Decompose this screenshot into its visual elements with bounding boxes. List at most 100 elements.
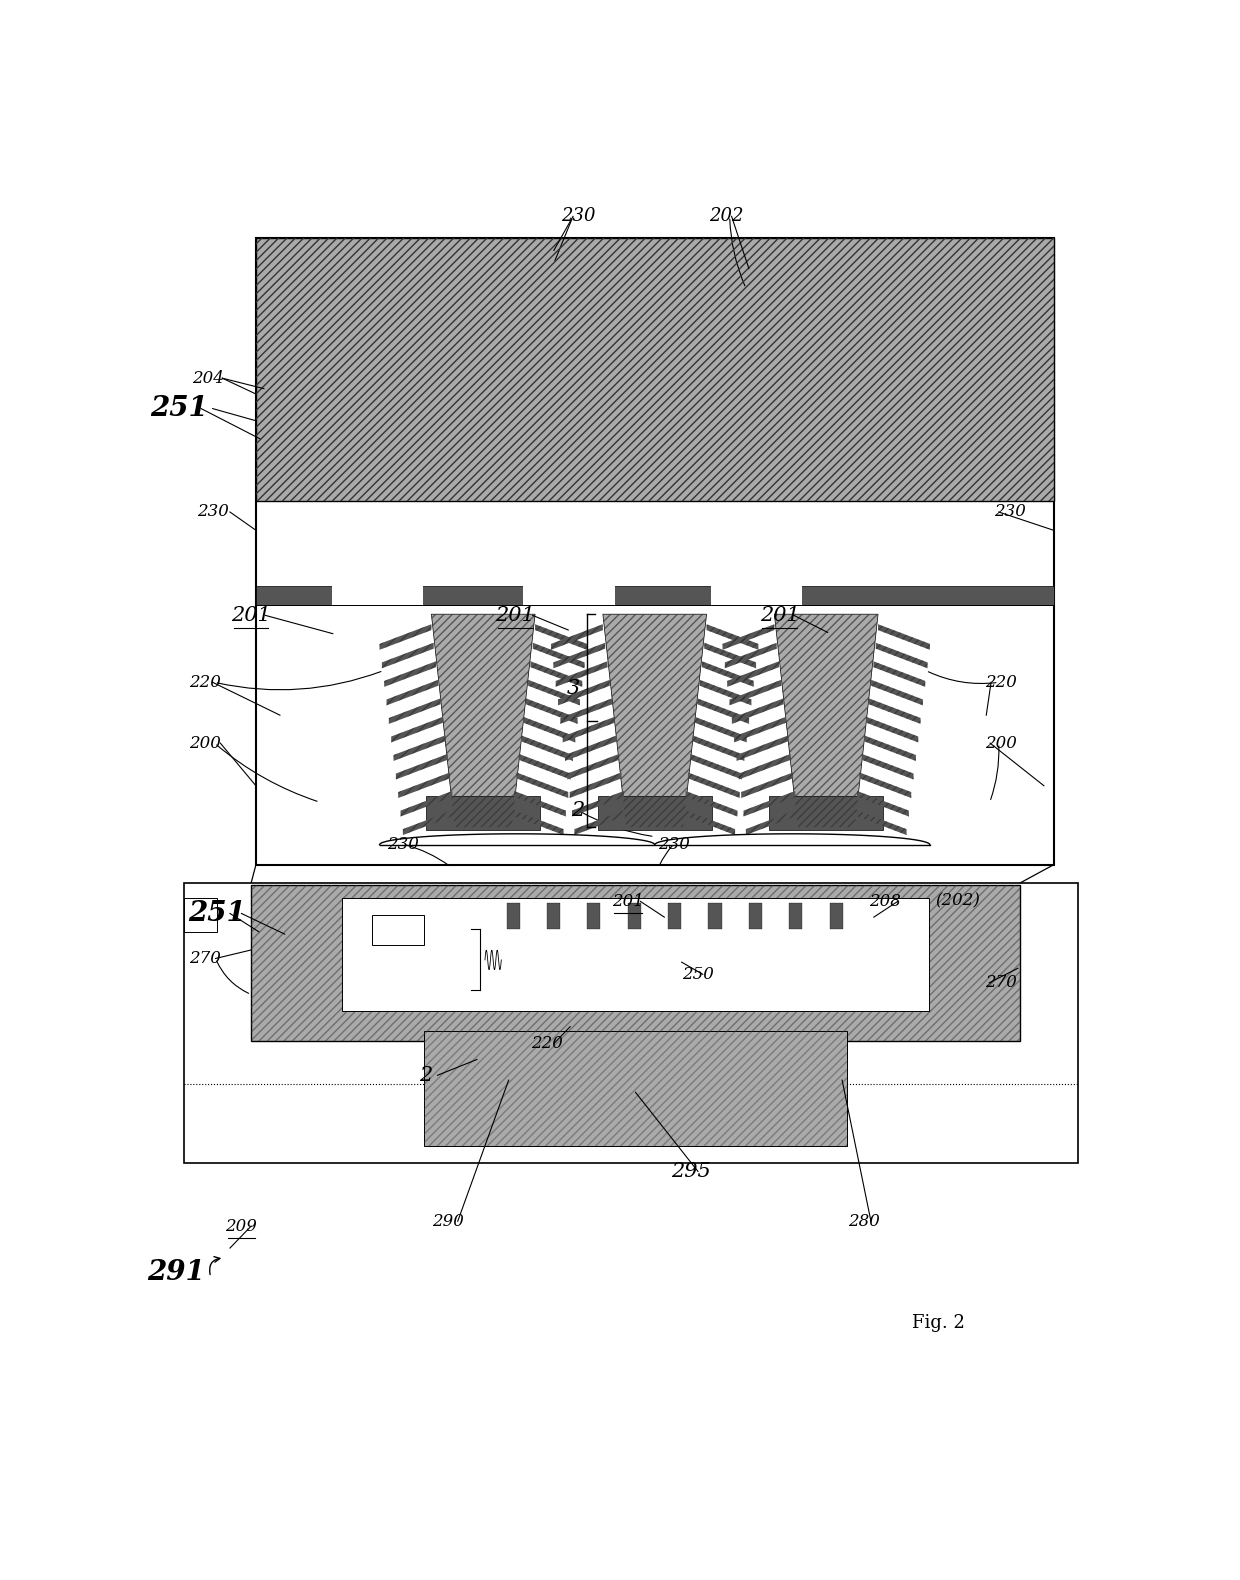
- Polygon shape: [526, 698, 578, 724]
- Bar: [506, 904, 520, 929]
- Text: 251: 251: [188, 901, 247, 927]
- Bar: [184, 883, 1078, 1163]
- Polygon shape: [739, 754, 791, 779]
- Text: (202): (202): [935, 893, 980, 910]
- Polygon shape: [572, 792, 624, 817]
- Text: 2: 2: [419, 1066, 433, 1085]
- Polygon shape: [518, 754, 570, 779]
- Bar: [598, 796, 712, 831]
- Text: 230: 230: [560, 207, 595, 226]
- Text: 201: 201: [231, 605, 272, 626]
- Polygon shape: [563, 717, 615, 743]
- Polygon shape: [742, 773, 794, 798]
- Bar: [255, 586, 1054, 605]
- Text: 201: 201: [760, 605, 800, 626]
- Polygon shape: [528, 679, 580, 705]
- Polygon shape: [727, 662, 779, 687]
- Polygon shape: [725, 643, 776, 668]
- Polygon shape: [398, 773, 450, 798]
- Polygon shape: [699, 679, 751, 705]
- Polygon shape: [533, 643, 584, 668]
- Text: 280: 280: [848, 1213, 880, 1229]
- Bar: [769, 796, 883, 831]
- Text: 230: 230: [387, 836, 419, 853]
- Text: 220: 220: [985, 673, 1017, 690]
- Bar: [708, 904, 722, 929]
- Bar: [668, 904, 681, 929]
- Polygon shape: [737, 735, 789, 762]
- Polygon shape: [536, 624, 587, 649]
- Polygon shape: [569, 773, 621, 798]
- Polygon shape: [744, 792, 795, 817]
- Polygon shape: [873, 662, 925, 687]
- Text: 209: 209: [226, 1218, 258, 1234]
- Polygon shape: [384, 662, 436, 687]
- Polygon shape: [565, 735, 616, 762]
- Polygon shape: [396, 754, 448, 779]
- Polygon shape: [869, 698, 920, 724]
- Text: 291: 291: [148, 1259, 205, 1286]
- Text: 270: 270: [188, 950, 221, 967]
- Text: 3: 3: [567, 679, 579, 698]
- Text: 230: 230: [994, 504, 1027, 520]
- Polygon shape: [558, 679, 610, 705]
- Polygon shape: [702, 662, 754, 687]
- Bar: [342, 897, 929, 1011]
- Polygon shape: [734, 717, 786, 743]
- Polygon shape: [531, 662, 583, 687]
- Polygon shape: [867, 717, 919, 743]
- Polygon shape: [556, 662, 608, 687]
- Text: 230: 230: [197, 504, 228, 520]
- Polygon shape: [521, 735, 573, 762]
- Polygon shape: [859, 773, 911, 798]
- Bar: [711, 586, 802, 605]
- Text: 250: 250: [682, 965, 714, 983]
- Polygon shape: [878, 624, 930, 649]
- Polygon shape: [568, 754, 619, 779]
- Polygon shape: [694, 717, 746, 743]
- Polygon shape: [688, 773, 740, 798]
- Polygon shape: [391, 717, 443, 743]
- Text: 202: 202: [709, 207, 744, 226]
- Polygon shape: [854, 809, 906, 836]
- Bar: [830, 904, 843, 929]
- Bar: [424, 1032, 847, 1146]
- Text: 200: 200: [985, 735, 1017, 752]
- Polygon shape: [551, 624, 603, 649]
- Bar: [523, 586, 615, 605]
- Polygon shape: [875, 643, 928, 668]
- Polygon shape: [512, 809, 564, 836]
- Text: 290: 290: [433, 1213, 464, 1229]
- Polygon shape: [432, 615, 536, 828]
- Polygon shape: [691, 754, 742, 779]
- Bar: [547, 904, 560, 929]
- Polygon shape: [387, 679, 439, 705]
- Polygon shape: [864, 735, 916, 762]
- Text: 220: 220: [531, 1035, 563, 1052]
- Text: 220: 220: [188, 673, 221, 690]
- Bar: [627, 904, 641, 929]
- Text: 230: 230: [658, 836, 689, 853]
- Bar: [424, 1032, 847, 1146]
- Polygon shape: [515, 792, 565, 817]
- Polygon shape: [523, 717, 575, 743]
- Polygon shape: [389, 698, 440, 724]
- Polygon shape: [379, 624, 432, 649]
- Bar: [255, 239, 1054, 501]
- Text: 2: 2: [572, 801, 584, 820]
- Bar: [255, 239, 1054, 501]
- Polygon shape: [704, 643, 756, 668]
- Polygon shape: [686, 792, 738, 817]
- Polygon shape: [729, 679, 781, 705]
- Polygon shape: [745, 809, 797, 836]
- Text: 295: 295: [671, 1161, 711, 1180]
- Polygon shape: [574, 809, 626, 836]
- Bar: [250, 885, 1021, 1041]
- Polygon shape: [560, 698, 613, 724]
- Text: Fig. 2: Fig. 2: [911, 1315, 965, 1332]
- Text: 200: 200: [188, 735, 221, 752]
- Bar: [749, 904, 761, 929]
- Polygon shape: [732, 698, 784, 724]
- Polygon shape: [393, 735, 445, 762]
- Text: 270: 270: [985, 975, 1017, 991]
